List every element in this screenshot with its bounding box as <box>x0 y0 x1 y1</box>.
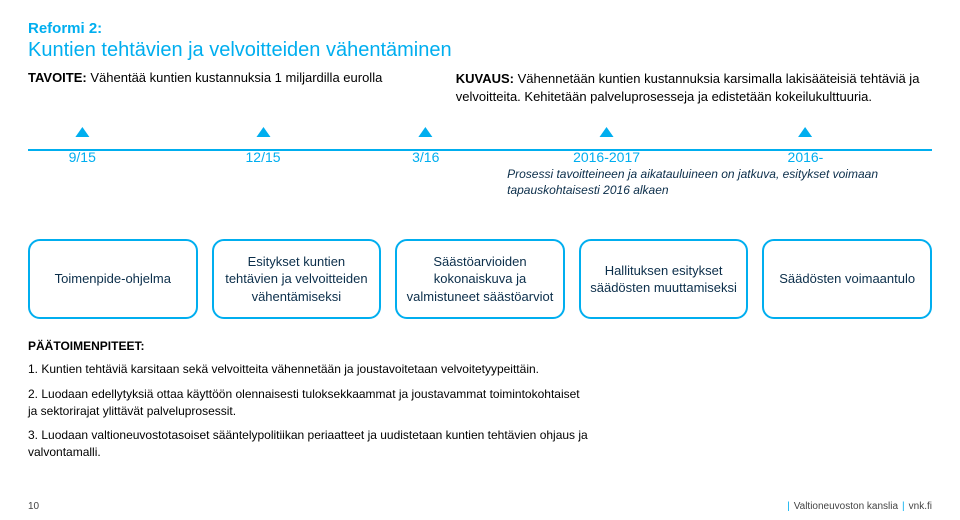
kuvaus-block: KUVAUS: Vähennetään kuntien kustannuksia… <box>456 70 932 105</box>
tick-label: 3/16 <box>412 149 439 165</box>
page-title: Kuntien tehtävien ja velvoitteiden vähen… <box>28 39 932 62</box>
tick-label: 12/15 <box>246 149 281 165</box>
phase-box: Säästöarvioiden kokonaiskuva ja valmistu… <box>395 239 565 319</box>
tick-label: 9/15 <box>69 149 96 165</box>
tick-label: 2016- <box>788 149 824 165</box>
triangle-icon <box>798 127 812 137</box>
footer-source: |Valtioneuvoston kanslia|vnk.fi <box>783 501 932 512</box>
paatoimenpiteet-heading: PÄÄTOIMENPITEET: <box>28 339 932 353</box>
timeline-tick: 2016-2017 <box>573 127 640 165</box>
timeline: 9/15 12/15 3/16 2016-2017 2016- Prosessi… <box>28 127 932 177</box>
kuvaus-label: KUVAUS: <box>456 71 514 86</box>
timeline-tick: 3/16 <box>412 127 439 165</box>
phase-box: Säädösten voimaantulo <box>762 239 932 319</box>
step-item: 3. Luodaan valtioneuvostotasoiset säänte… <box>28 427 588 461</box>
triangle-icon <box>419 127 433 137</box>
page-number: 10 <box>28 501 39 512</box>
tavoite-text: Vähentää kuntien kustannuksia 1 miljardi… <box>87 70 383 85</box>
phase-box: Toimenpide-ohjelma <box>28 239 198 319</box>
footer-site: vnk.fi <box>909 501 932 512</box>
triangle-icon <box>600 127 614 137</box>
timeline-tick: 2016- <box>788 127 824 165</box>
phase-boxes: Toimenpide-ohjelma Esitykset kuntien teh… <box>28 239 932 319</box>
process-note: Prosessi tavoitteineen ja aikatauluineen… <box>507 167 914 198</box>
triangle-icon <box>256 127 270 137</box>
reformi-label: Reformi 2: <box>28 20 932 37</box>
footer-source-text: Valtioneuvoston kanslia <box>794 501 898 512</box>
timeline-tick: 9/15 <box>69 127 96 165</box>
step-item: 2. Luodaan edellytyksiä ottaa käyttöön o… <box>28 386 588 420</box>
step-item: 1. Kuntien tehtäviä karsitaan sekä velvo… <box>28 361 588 378</box>
tavoite-label: TAVOITE: <box>28 70 87 85</box>
tavoite-block: TAVOITE: Vähentää kuntien kustannuksia 1… <box>28 70 426 105</box>
triangle-icon <box>75 127 89 137</box>
tick-label: 2016-2017 <box>573 149 640 165</box>
phase-box: Hallituksen esitykset säädösten muuttami… <box>579 239 749 319</box>
timeline-tick: 12/15 <box>246 127 281 165</box>
phase-box: Esitykset kuntien tehtävien ja velvoitte… <box>212 239 382 319</box>
kuvaus-text: Vähennetään kuntien kustannuksia karsima… <box>456 71 920 104</box>
